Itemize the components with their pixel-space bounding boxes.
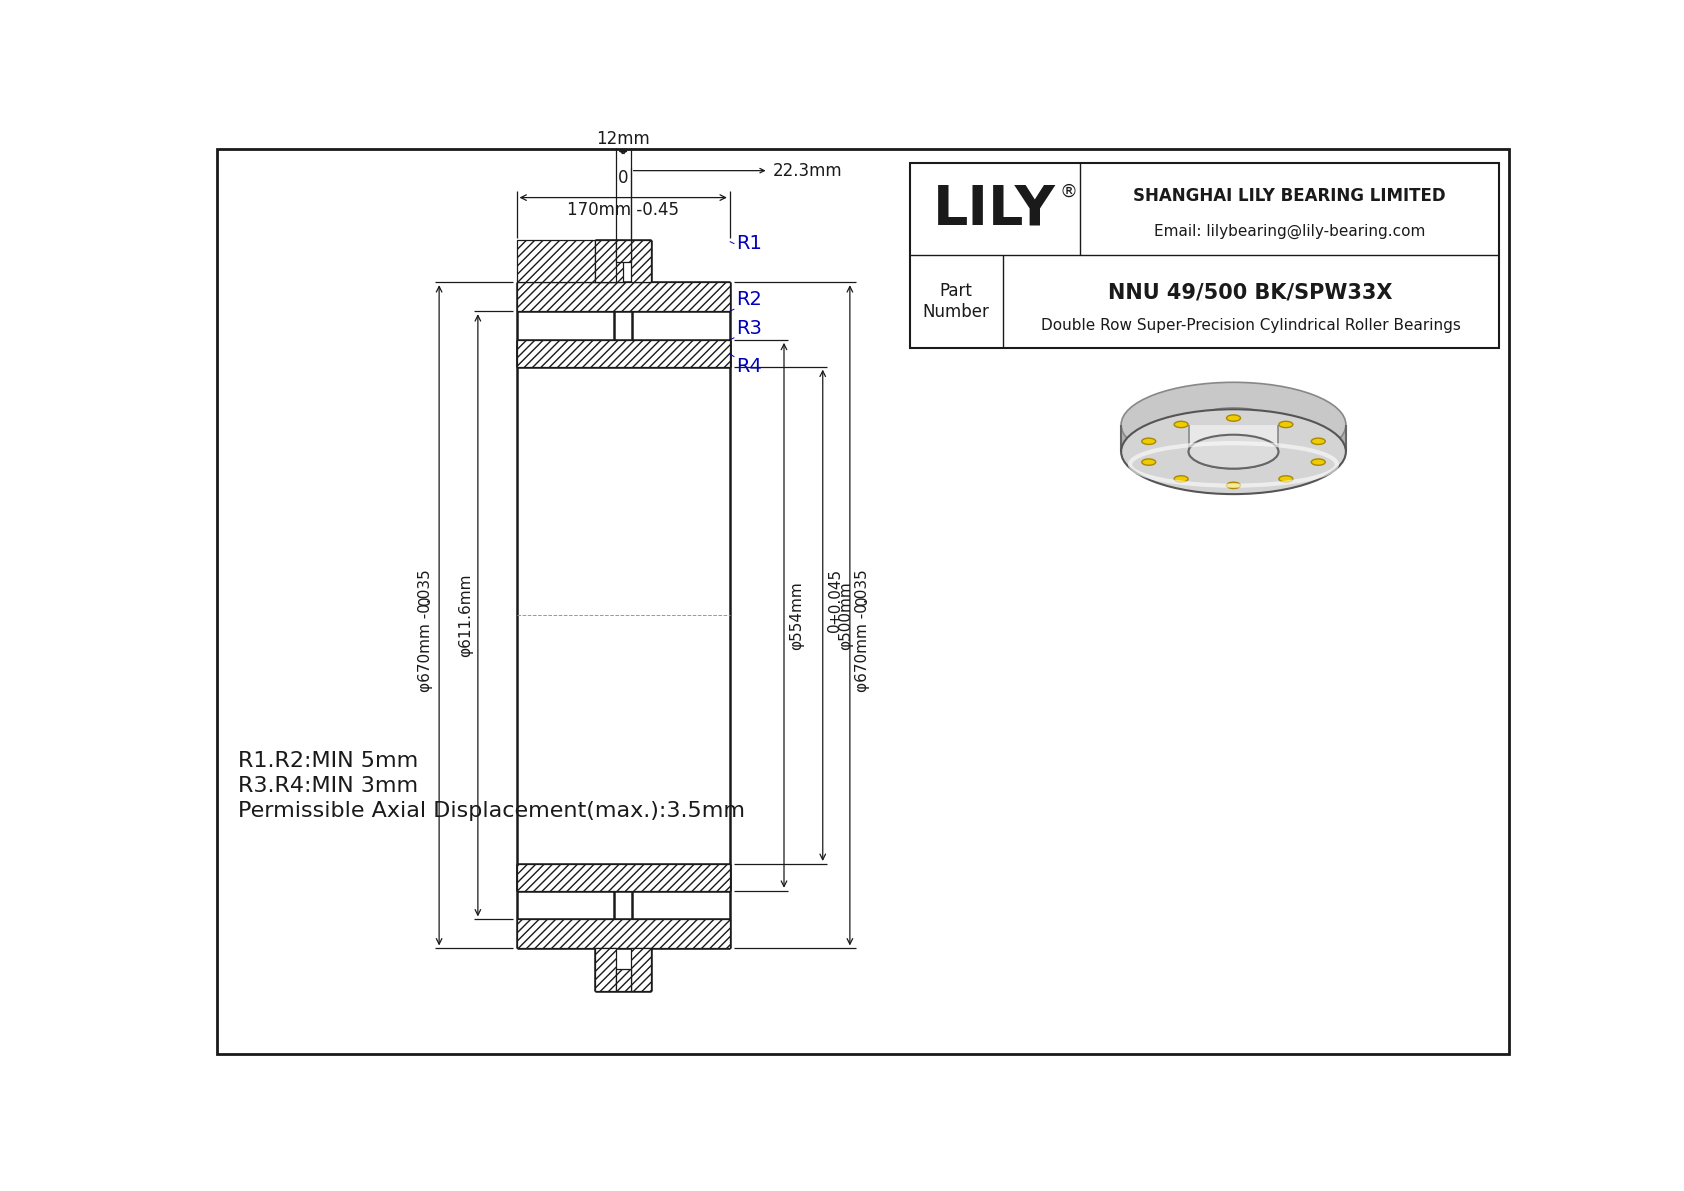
Text: φ670mm -0.035: φ670mm -0.035: [418, 569, 433, 692]
Ellipse shape: [1142, 438, 1155, 444]
Ellipse shape: [1312, 438, 1325, 444]
Text: 12mm: 12mm: [596, 130, 650, 148]
Text: φ611.6mm: φ611.6mm: [458, 574, 473, 657]
Ellipse shape: [1278, 475, 1293, 482]
Ellipse shape: [1122, 382, 1346, 467]
Bar: [632, 239, 652, 282]
Text: Permissible Axial Displacement(max.):3.5mm: Permissible Axial Displacement(max.):3.5…: [237, 802, 744, 822]
Text: R1: R1: [736, 235, 761, 254]
Text: 170mm -0.45: 170mm -0.45: [568, 200, 679, 219]
Text: R1.R2:MIN 5mm: R1.R2:MIN 5mm: [237, 752, 418, 772]
Text: R4: R4: [736, 357, 761, 376]
Text: +0.045: +0.045: [827, 568, 842, 624]
Text: 22.3mm: 22.3mm: [773, 162, 842, 180]
Text: 0: 0: [854, 596, 869, 605]
Bar: [632, 948, 652, 991]
Bar: [616, 239, 632, 262]
Ellipse shape: [1312, 459, 1325, 466]
Bar: [517, 339, 729, 367]
Ellipse shape: [1278, 422, 1293, 428]
Text: 0: 0: [418, 596, 433, 605]
Text: R3.R4:MIN 3mm: R3.R4:MIN 3mm: [237, 775, 418, 796]
Text: Double Row Super-Precision Cylindrical Roller Bearings: Double Row Super-Precision Cylindrical R…: [1041, 318, 1460, 333]
Bar: [517, 919, 729, 948]
Text: Email: lilybearing@lily-bearing.com: Email: lilybearing@lily-bearing.com: [1154, 224, 1425, 239]
Bar: [594, 239, 623, 282]
Text: NNU 49/500 BK/SPW33X: NNU 49/500 BK/SPW33X: [1108, 282, 1393, 303]
Bar: [594, 239, 616, 282]
Text: φ670mm -0.035: φ670mm -0.035: [854, 569, 869, 692]
Text: LILY: LILY: [933, 182, 1056, 236]
Ellipse shape: [1174, 422, 1189, 428]
Bar: [594, 948, 616, 991]
Ellipse shape: [1174, 475, 1189, 482]
Ellipse shape: [1122, 410, 1346, 494]
Ellipse shape: [1226, 482, 1241, 488]
Bar: [517, 239, 594, 282]
Text: R2: R2: [736, 289, 761, 308]
Text: ®: ®: [1059, 183, 1078, 201]
Ellipse shape: [1226, 414, 1241, 422]
Bar: [909, 163, 1499, 348]
Bar: [517, 863, 729, 891]
Text: SHANGHAI LILY BEARING LIMITED: SHANGHAI LILY BEARING LIMITED: [1133, 187, 1445, 205]
Bar: [517, 282, 729, 311]
Ellipse shape: [1142, 459, 1155, 466]
Text: Part
Number: Part Number: [923, 282, 990, 320]
Text: φ500mm: φ500mm: [839, 581, 854, 649]
Text: 0: 0: [618, 169, 628, 187]
Polygon shape: [1122, 425, 1346, 451]
Ellipse shape: [1189, 407, 1278, 442]
Ellipse shape: [1189, 435, 1278, 469]
Polygon shape: [1189, 425, 1278, 451]
Bar: [616, 968, 632, 991]
Text: R3: R3: [736, 319, 761, 337]
Text: φ554mm: φ554mm: [788, 581, 803, 649]
Text: 0: 0: [827, 622, 842, 631]
Ellipse shape: [1189, 435, 1278, 469]
